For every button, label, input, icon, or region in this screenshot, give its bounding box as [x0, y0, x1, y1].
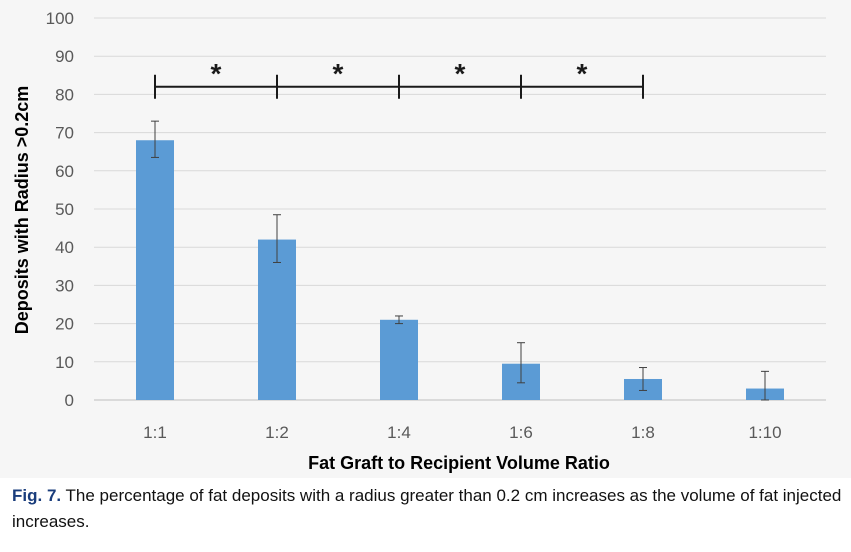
x-tick-label: 1:8 [631, 423, 655, 442]
bar-1-4 [380, 319, 418, 400]
error-bar [639, 367, 647, 391]
error-bar [273, 214, 281, 263]
caption-label: Fig. 7. [12, 486, 62, 505]
significance-star: * [577, 58, 588, 89]
error-bar [761, 370, 769, 401]
y-tick-label: 20 [55, 315, 74, 334]
y-tick-label: 90 [55, 47, 74, 66]
error-bar [395, 315, 403, 325]
y-tick-label: 40 [55, 238, 74, 257]
y-axis-title: Deposits with Radius >0.2cm [12, 86, 32, 335]
bar-1-1 [136, 140, 174, 401]
y-tick-label: 80 [55, 85, 74, 104]
error-bars [151, 120, 769, 401]
y-tick-labels: 0 10 20 30 40 50 60 70 80 90 100 [46, 9, 74, 410]
significance-brackets: * * * * [154, 58, 644, 99]
x-axis-title: Fat Graft to Recipient Volume Ratio [308, 453, 610, 473]
y-tick-label: 0 [65, 391, 74, 410]
x-tick-label: 1:4 [387, 423, 411, 442]
bars [136, 140, 784, 401]
significance-star: * [211, 58, 222, 89]
y-tick-label: 30 [55, 276, 74, 295]
figure-caption: Fig. 7. The percentage of fat deposits w… [12, 483, 842, 535]
gridlines [94, 17, 826, 401]
significance-star: * [333, 58, 344, 89]
y-tick-label: 100 [46, 9, 74, 28]
error-bar [517, 342, 525, 384]
significance-star: * [455, 58, 466, 89]
y-tick-label: 50 [55, 200, 74, 219]
x-tick-label: 1:6 [509, 423, 533, 442]
y-tick-label: 10 [55, 353, 74, 372]
error-bar [151, 120, 159, 158]
x-tick-label: 1:1 [143, 423, 167, 442]
x-tick-label: 1:2 [265, 423, 289, 442]
x-tick-labels: 1:1 1:2 1:4 1:6 1:8 1:10 [143, 423, 781, 442]
chart-area: 0 10 20 30 40 50 60 70 80 90 100 1:1 1:2 1:4 1:6 1:8 1:… [12, 9, 826, 473]
x-tick-label: 1:10 [748, 423, 781, 442]
bar-1-2 [258, 239, 296, 400]
caption-text: The percentage of fat deposits with a ra… [12, 486, 842, 531]
y-tick-label: 60 [55, 162, 74, 181]
y-tick-label: 70 [55, 124, 74, 143]
